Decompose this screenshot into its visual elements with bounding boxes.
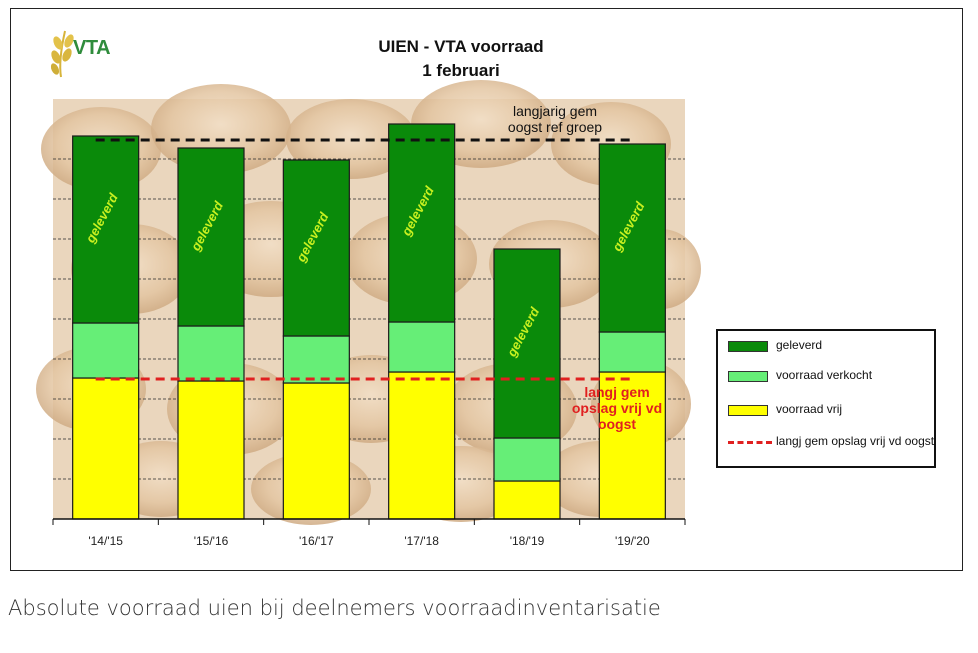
image-caption: Absolute voorraad uien bij deelnemers vo… [8,596,661,620]
legend-swatch-voorraad-vrij [728,405,768,416]
bar-geleverd-3 [388,123,456,323]
x-tick-label-2: '16/'17 [299,534,334,548]
bar-voorraad-vrij-4 [493,480,561,520]
bar-geleverd-1 [177,147,245,327]
x-tick-label-5: '19/'20 [615,534,650,548]
bar-voorraad-vrij-0 [72,377,140,520]
logo-text: VTA [73,37,111,59]
bar-voorraad-vrij-3 [388,371,456,520]
chart-title: UIEN - VTA voorraad [378,37,544,56]
reference-annotation-black-1: langjarig gem [513,103,597,119]
x-tick-label-3: '17/'18 [404,534,439,548]
reference-annotation-red-1: langj gem [584,384,649,400]
chart-legend: geleverd voorraad verkocht voorraad vrij… [716,329,936,468]
x-tick-label-1: '15/'16 [194,534,229,548]
chart-frame: geleverd geleverd geleverd geleverd geleverd… [10,8,963,571]
bar-voorraad-verkocht-3 [388,321,456,373]
wheat-logo-icon [50,30,74,78]
bar-voorraad-vrij-2 [282,382,350,520]
bar-geleverd-2 [282,159,350,337]
x-tick-label-4: '18/'19 [510,534,545,548]
legend-swatch-geleverd [728,341,768,352]
bar-voorraad-vrij-1 [177,380,245,520]
reference-annotation-red-2: opslag vrij vd [572,400,662,416]
legend-label-voorraad-vrij: voorraad vrij [776,402,843,416]
reference-annotation-red-3: oogst [598,416,636,432]
legend-label-langj-gem-opslag: langj gem opslag vrij vd oogst [776,434,935,448]
legend-swatch-voorraad-verkocht [728,371,768,382]
bar-voorraad-verkocht-1 [177,325,245,382]
x-tick-label-0: '14/'15 [88,534,123,548]
vta-logo: VTA [43,27,111,79]
legend-label-voorraad-verkocht: voorraad verkocht [776,368,873,382]
bar-geleverd-5 [598,143,666,333]
chart-svg: geleverd geleverd geleverd geleverdgeleverd… [36,80,701,548]
bar-voorraad-verkocht-2 [282,335,350,384]
bar-voorraad-verkocht-5 [598,331,666,373]
legend-label-geleverd: geleverd [776,338,823,352]
bar-voorraad-verkocht-4 [493,437,561,482]
legend-swatch-langj-gem-opslag [728,441,772,444]
bar-geleverd-4 [493,248,561,439]
bar-voorraad-verkocht-0 [72,322,140,379]
reference-annotation-black-2: oogst ref groep [508,119,602,135]
bar-geleverd-0 [72,135,140,324]
chart-subtitle: 1 februari [422,61,500,80]
bar-voorraad-vrij-5 [598,371,666,520]
